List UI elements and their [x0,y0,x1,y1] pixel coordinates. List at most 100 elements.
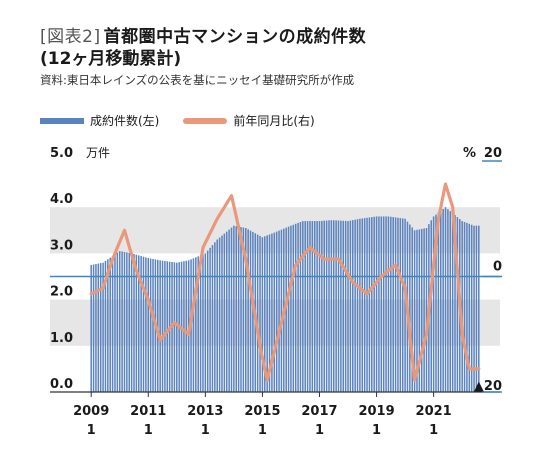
figure-tag: [図表2] [40,27,101,47]
bar [192,258,195,392]
bar [447,209,449,392]
bar [340,220,342,392]
bar [228,229,230,392]
bar [437,212,440,392]
bar [118,251,121,392]
bar [316,221,318,392]
x-axis-tick-month: 1 [87,423,96,438]
bar [264,236,266,392]
bar [461,221,463,392]
bar [313,221,316,392]
left-axis-tick-label: 5.0 [50,146,73,161]
bar [335,220,337,392]
bar [366,217,368,392]
bar [311,221,314,392]
bar [378,216,380,392]
bar [399,218,402,392]
bar [449,211,452,392]
bar [273,232,276,392]
right-axis-tick-label: ▲20 [474,379,502,394]
bar [95,264,97,392]
bar [242,227,245,392]
right-axis-tick-label: 20 [484,146,502,161]
bar [456,217,459,392]
bar [394,217,397,392]
legend-swatch-line [183,117,228,124]
bar [121,251,123,392]
line-series-yoy [89,182,481,382]
bar [435,214,437,392]
bar [473,225,475,392]
bar [356,219,359,392]
legend: 成約件数(左) 前年同月比(右) [40,112,331,129]
bar [390,216,392,392]
bar [166,261,169,392]
bar [183,261,185,392]
x-axis-tick-year: 2015 [244,404,280,419]
x-axis-tick-year: 2019 [358,404,394,419]
bar [140,256,142,392]
title-block: [図表2] 首都圏中古マンションの成約件数 (12ヶ月移動累計) 資料:東日本レイ… [40,26,530,88]
bar [266,235,268,392]
bar [142,256,145,392]
bar [256,234,259,392]
bar [116,252,119,392]
bar [287,226,290,392]
bar [411,227,413,392]
bar [416,229,418,392]
bar [297,222,299,392]
x-axis-tick-year: 2017 [301,404,337,419]
bar [430,220,433,392]
bar [164,260,166,392]
legend-swatch-bar [40,117,84,124]
x-axis-tick-year: 2013 [187,404,223,419]
bar [240,227,242,392]
bar [209,247,211,392]
bar [349,220,352,392]
right-axis-tick-label: 0 [493,260,502,275]
right-axis-unit: % [463,146,476,161]
left-axis-tick-label: 1.0 [50,331,73,346]
legend-label-line: 前年同月比(右) [233,114,315,128]
chart-title: [図表2] 首都圏中古マンションの成約件数 [40,26,530,48]
bar [237,226,240,392]
bar [204,253,207,392]
bar [347,221,349,392]
bar [292,224,295,392]
legend-label-bar: 成約件数(左) [90,114,160,128]
bar [354,219,356,392]
x-axis-tick-month: 1 [258,423,267,438]
bar [275,231,278,392]
bar [444,207,447,392]
bar [423,228,425,392]
bar [478,225,480,392]
bar [102,262,104,392]
x-axis-tick-month: 1 [429,423,438,438]
bar [235,226,238,392]
x-axis-tick-month: 1 [144,423,153,438]
bar [202,254,204,392]
bar [470,224,473,392]
bar [90,264,92,392]
bar [468,223,471,392]
bar [92,264,95,392]
bar [218,237,221,392]
bar [111,256,114,392]
bar [185,260,188,392]
x-axis-tick-year: 2009 [73,404,109,419]
bar [466,222,468,392]
bar [371,217,373,392]
bar [247,229,249,392]
bar [197,256,199,392]
bar [321,220,323,392]
bar [149,258,152,392]
bar [380,216,383,392]
x-axis-tick-year: 2021 [416,404,452,419]
bar [145,257,147,392]
bar [223,233,226,392]
bar [409,224,411,392]
bar [280,229,283,392]
bar [157,259,159,392]
bar [195,257,197,392]
